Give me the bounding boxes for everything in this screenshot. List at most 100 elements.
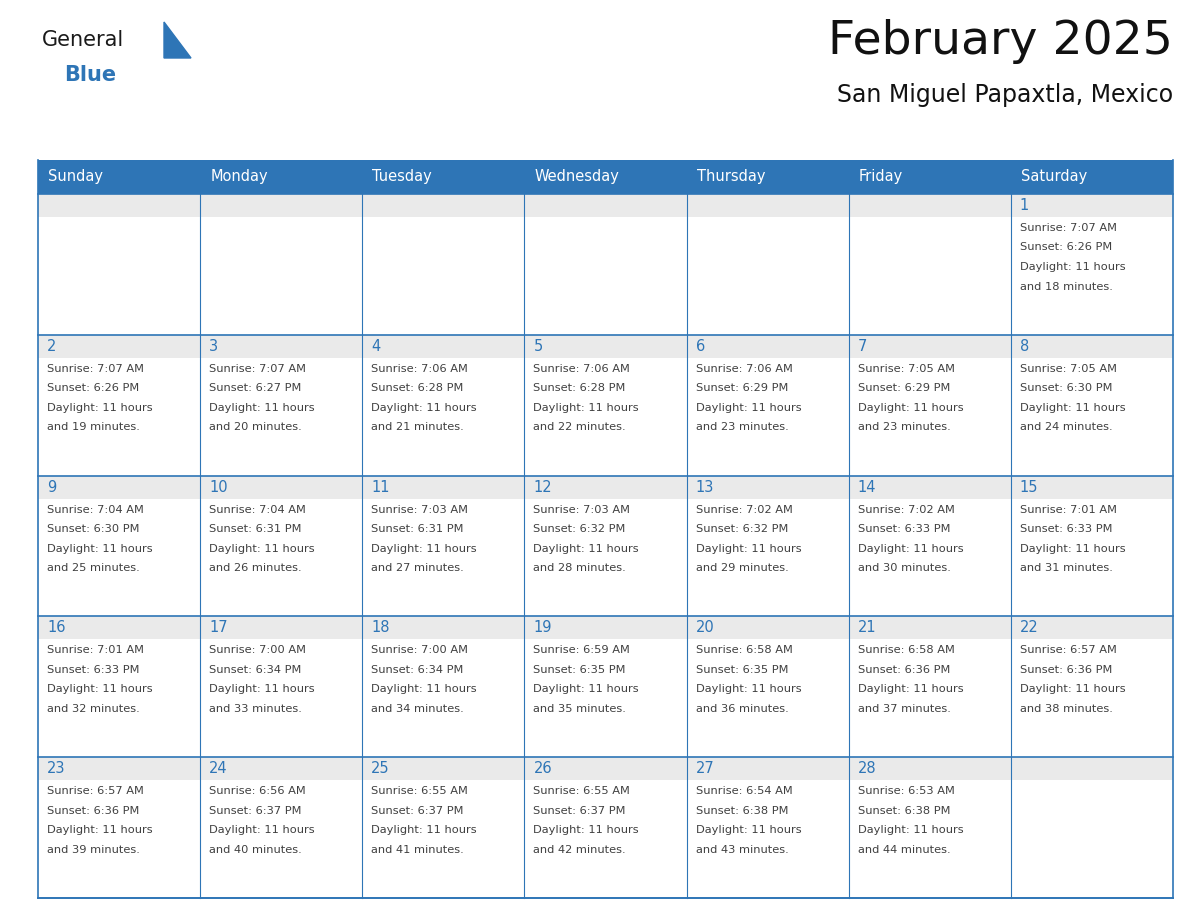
- Text: Sunset: 6:30 PM: Sunset: 6:30 PM: [48, 524, 139, 534]
- Bar: [524, 757, 687, 780]
- Text: Sunrise: 7:01 AM: Sunrise: 7:01 AM: [48, 645, 144, 655]
- Text: Saturday: Saturday: [1020, 170, 1087, 185]
- Bar: [200, 757, 362, 780]
- Text: Daylight: 11 hours: Daylight: 11 hours: [48, 685, 152, 694]
- Text: and 28 minutes.: and 28 minutes.: [533, 563, 626, 573]
- Bar: [38, 616, 200, 640]
- Text: Sunrise: 7:05 AM: Sunrise: 7:05 AM: [1019, 364, 1117, 374]
- Bar: [362, 616, 524, 640]
- Text: 24: 24: [209, 761, 228, 777]
- Text: February 2025: February 2025: [828, 19, 1173, 64]
- Text: Sunset: 6:37 PM: Sunset: 6:37 PM: [209, 806, 302, 816]
- Bar: [524, 194, 687, 217]
- Text: 9: 9: [48, 479, 56, 495]
- Text: and 24 minutes.: and 24 minutes.: [1019, 422, 1112, 432]
- Text: Sunrise: 7:03 AM: Sunrise: 7:03 AM: [533, 505, 631, 515]
- Bar: [524, 616, 687, 640]
- Text: Sunrise: 7:00 AM: Sunrise: 7:00 AM: [209, 645, 307, 655]
- Text: Sunrise: 7:06 AM: Sunrise: 7:06 AM: [533, 364, 631, 374]
- Text: Sunrise: 6:55 AM: Sunrise: 6:55 AM: [372, 786, 468, 796]
- Text: 2: 2: [48, 339, 56, 353]
- Text: and 36 minutes.: and 36 minutes.: [695, 704, 789, 714]
- Text: Sunset: 6:36 PM: Sunset: 6:36 PM: [48, 806, 139, 816]
- Text: and 26 minutes.: and 26 minutes.: [209, 563, 302, 573]
- Polygon shape: [164, 22, 191, 58]
- Text: Daylight: 11 hours: Daylight: 11 hours: [858, 685, 963, 694]
- Text: Daylight: 11 hours: Daylight: 11 hours: [858, 825, 963, 835]
- Text: 25: 25: [372, 761, 390, 777]
- Text: Daylight: 11 hours: Daylight: 11 hours: [209, 543, 315, 554]
- Bar: [200, 335, 362, 358]
- Text: Sunrise: 6:57 AM: Sunrise: 6:57 AM: [48, 786, 144, 796]
- Bar: [848, 194, 1011, 217]
- Text: 5: 5: [533, 339, 543, 353]
- Text: 4: 4: [372, 339, 380, 353]
- Text: Sunrise: 7:04 AM: Sunrise: 7:04 AM: [209, 505, 307, 515]
- Text: Daylight: 11 hours: Daylight: 11 hours: [1019, 403, 1125, 413]
- Text: and 35 minutes.: and 35 minutes.: [533, 704, 626, 714]
- Text: 7: 7: [858, 339, 867, 353]
- Bar: [1011, 616, 1173, 640]
- Text: Sunrise: 6:58 AM: Sunrise: 6:58 AM: [858, 645, 955, 655]
- Text: Sunrise: 7:06 AM: Sunrise: 7:06 AM: [695, 364, 792, 374]
- Bar: [687, 194, 848, 217]
- Text: Sunrise: 6:56 AM: Sunrise: 6:56 AM: [209, 786, 305, 796]
- Text: Sunrise: 7:02 AM: Sunrise: 7:02 AM: [858, 505, 955, 515]
- Text: Sunset: 6:36 PM: Sunset: 6:36 PM: [1019, 665, 1112, 675]
- Text: Daylight: 11 hours: Daylight: 11 hours: [533, 685, 639, 694]
- Text: Daylight: 11 hours: Daylight: 11 hours: [372, 403, 476, 413]
- Text: Sunrise: 6:59 AM: Sunrise: 6:59 AM: [533, 645, 631, 655]
- Text: Daylight: 11 hours: Daylight: 11 hours: [48, 403, 152, 413]
- Text: Sunset: 6:30 PM: Sunset: 6:30 PM: [1019, 384, 1112, 393]
- Text: Sunrise: 7:03 AM: Sunrise: 7:03 AM: [372, 505, 468, 515]
- Text: Sunset: 6:28 PM: Sunset: 6:28 PM: [533, 384, 626, 393]
- Text: Sunrise: 7:05 AM: Sunrise: 7:05 AM: [858, 364, 955, 374]
- Text: Sunset: 6:29 PM: Sunset: 6:29 PM: [858, 384, 950, 393]
- Text: and 25 minutes.: and 25 minutes.: [48, 563, 140, 573]
- Text: Sunset: 6:31 PM: Sunset: 6:31 PM: [372, 524, 463, 534]
- Text: Sunrise: 7:04 AM: Sunrise: 7:04 AM: [48, 505, 144, 515]
- Text: 28: 28: [858, 761, 877, 777]
- Bar: [200, 476, 362, 498]
- Text: Daylight: 11 hours: Daylight: 11 hours: [372, 543, 476, 554]
- Text: 22: 22: [1019, 621, 1038, 635]
- Text: Sunset: 6:31 PM: Sunset: 6:31 PM: [209, 524, 302, 534]
- Text: 15: 15: [1019, 479, 1038, 495]
- Text: Sunset: 6:35 PM: Sunset: 6:35 PM: [695, 665, 788, 675]
- Text: and 32 minutes.: and 32 minutes.: [48, 704, 140, 714]
- Text: and 22 minutes.: and 22 minutes.: [533, 422, 626, 432]
- Text: and 33 minutes.: and 33 minutes.: [209, 704, 302, 714]
- Text: and 44 minutes.: and 44 minutes.: [858, 845, 950, 855]
- Text: Friday: Friday: [859, 170, 903, 185]
- Bar: [1011, 194, 1173, 217]
- Bar: [687, 757, 848, 780]
- Text: Sunset: 6:33 PM: Sunset: 6:33 PM: [858, 524, 950, 534]
- Text: Sunrise: 6:53 AM: Sunrise: 6:53 AM: [858, 786, 955, 796]
- Text: Blue: Blue: [64, 65, 116, 85]
- Text: Sunrise: 7:06 AM: Sunrise: 7:06 AM: [372, 364, 468, 374]
- Text: and 34 minutes.: and 34 minutes.: [372, 704, 465, 714]
- Bar: [200, 616, 362, 640]
- Bar: [362, 194, 524, 217]
- Bar: [38, 757, 200, 780]
- Text: Sunset: 6:33 PM: Sunset: 6:33 PM: [48, 665, 139, 675]
- Text: and 23 minutes.: and 23 minutes.: [858, 422, 950, 432]
- Text: Sunset: 6:32 PM: Sunset: 6:32 PM: [695, 524, 788, 534]
- Bar: [38, 160, 1173, 194]
- Text: and 31 minutes.: and 31 minutes.: [1019, 563, 1113, 573]
- Bar: [1011, 335, 1173, 358]
- Text: Sunrise: 6:57 AM: Sunrise: 6:57 AM: [1019, 645, 1117, 655]
- Bar: [200, 194, 362, 217]
- Bar: [362, 335, 524, 358]
- Text: Daylight: 11 hours: Daylight: 11 hours: [858, 403, 963, 413]
- Text: Daylight: 11 hours: Daylight: 11 hours: [209, 403, 315, 413]
- Text: 26: 26: [533, 761, 552, 777]
- Text: and 23 minutes.: and 23 minutes.: [695, 422, 789, 432]
- Text: 16: 16: [48, 621, 65, 635]
- Text: Sunset: 6:37 PM: Sunset: 6:37 PM: [533, 806, 626, 816]
- Bar: [687, 476, 848, 498]
- Text: Tuesday: Tuesday: [372, 170, 432, 185]
- Text: Daylight: 11 hours: Daylight: 11 hours: [533, 825, 639, 835]
- Text: Daylight: 11 hours: Daylight: 11 hours: [209, 825, 315, 835]
- Text: Sunset: 6:26 PM: Sunset: 6:26 PM: [1019, 242, 1112, 252]
